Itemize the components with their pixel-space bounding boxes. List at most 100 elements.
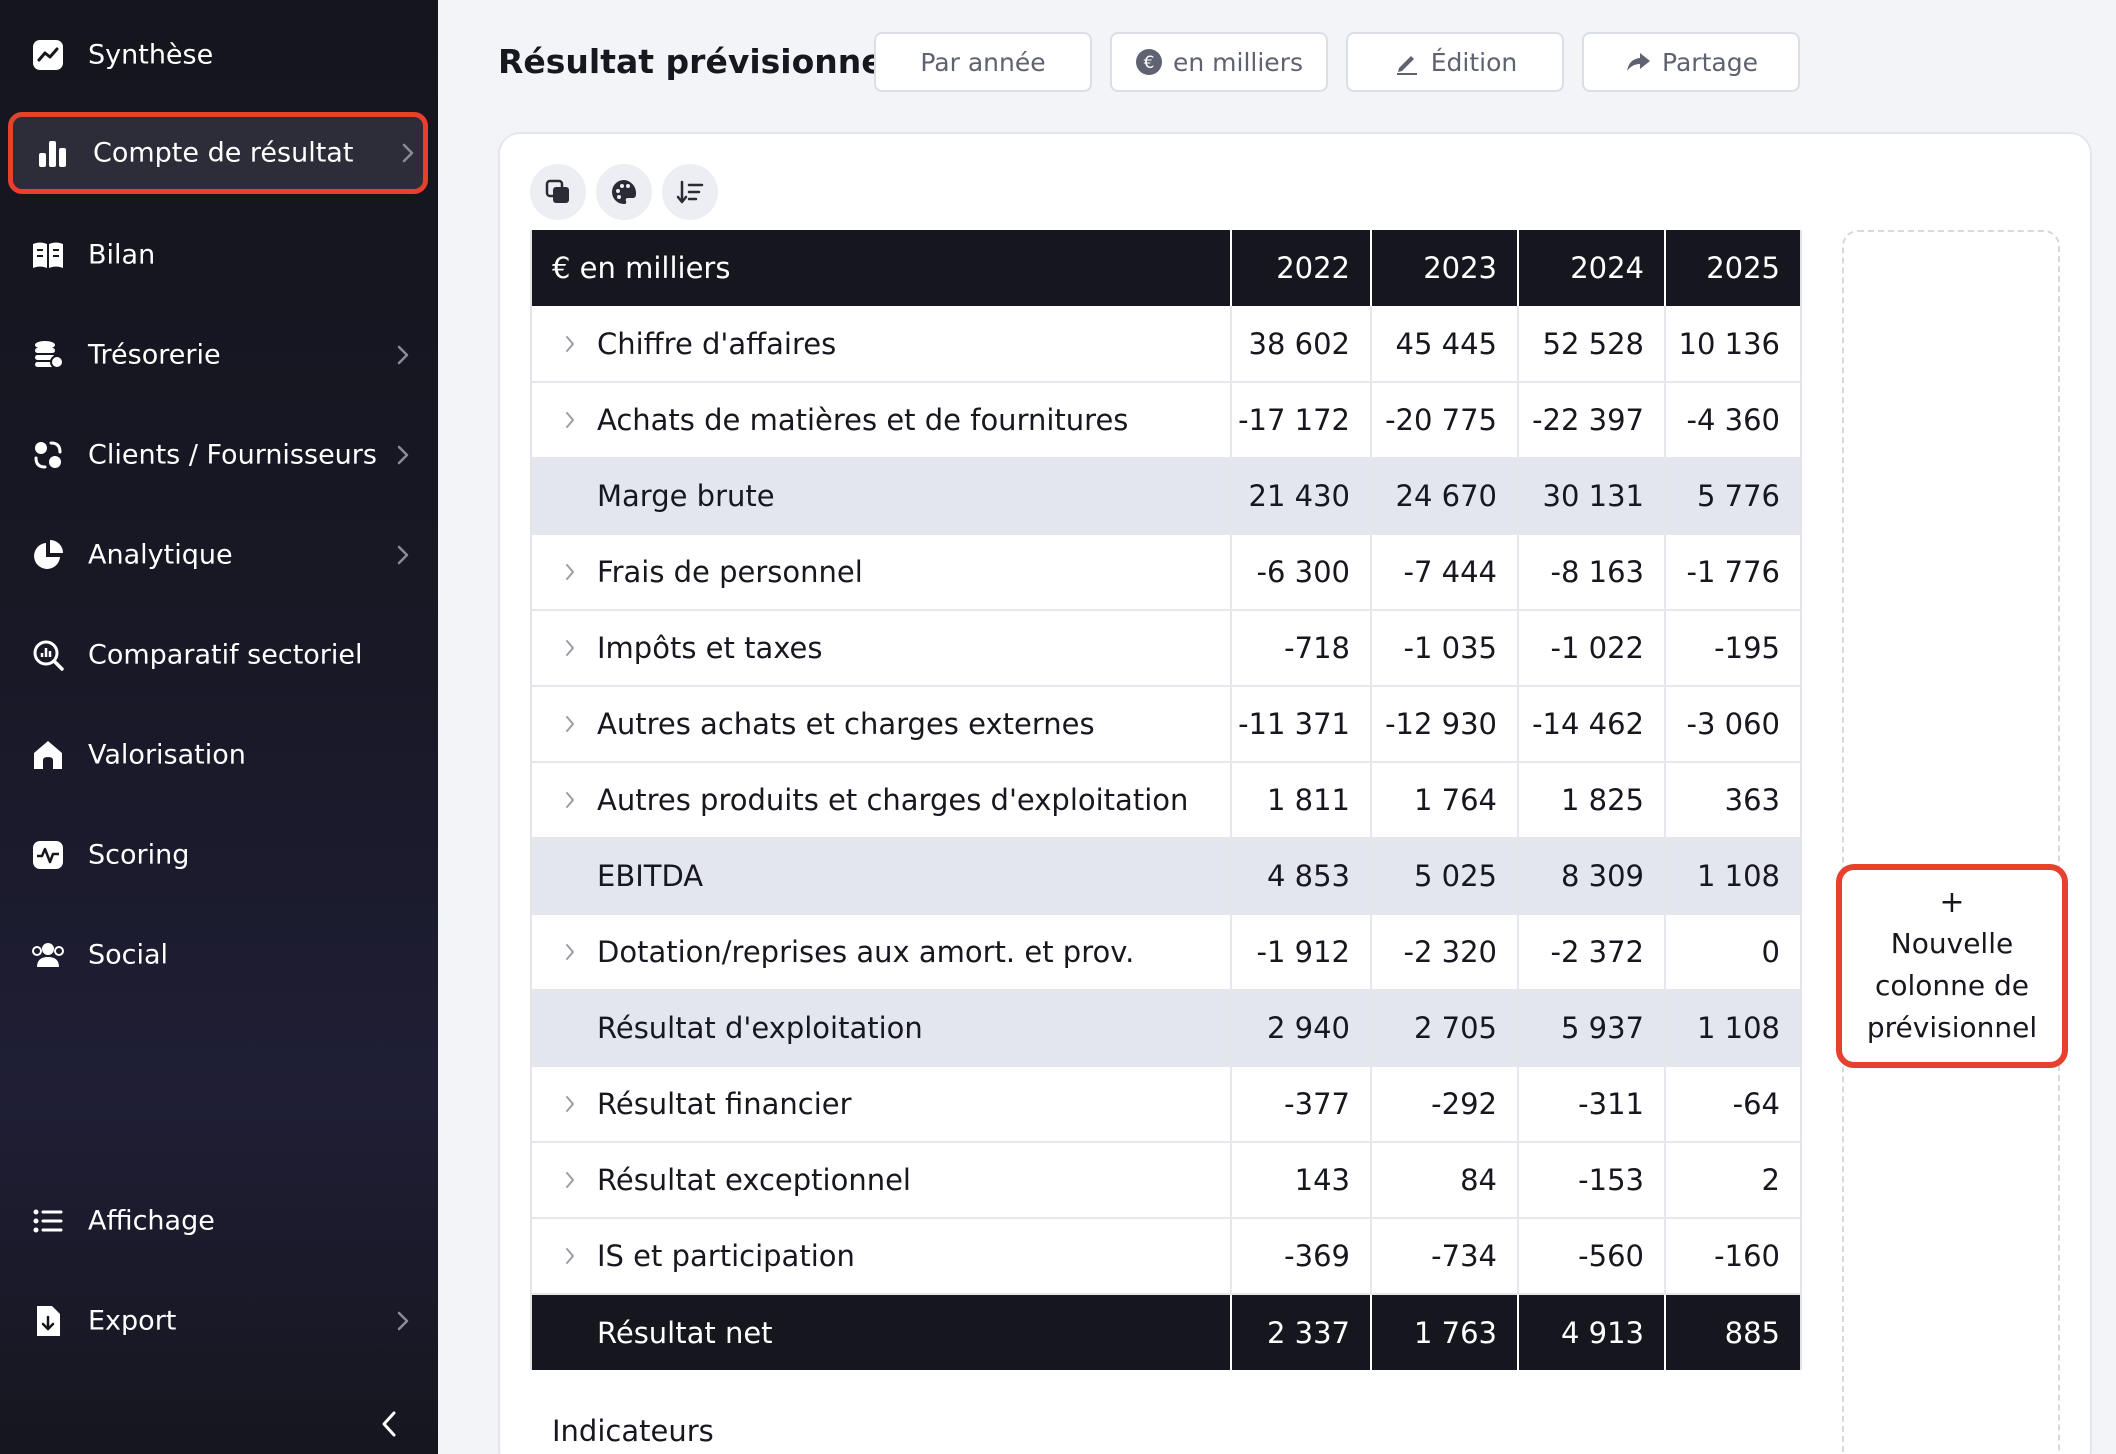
- value-cell: 0: [1664, 914, 1801, 991]
- sidebar-item-label: Bilan: [88, 239, 156, 271]
- value-cell: -2 320: [1370, 914, 1518, 991]
- expand-chevron-icon[interactable]: [564, 1093, 576, 1115]
- sidebar-item-clients-fournisseurs[interactable]: Clients / Fournisseurs: [0, 415, 438, 495]
- sidebar-item-bilan[interactable]: Bilan: [0, 215, 438, 295]
- row-label: Achats de matières et de fournitures: [531, 382, 1231, 459]
- value-cell: -7 444: [1370, 534, 1518, 611]
- row-label: Dotation/reprises aux amort. et prov.: [531, 914, 1231, 991]
- table-row: Résultat net 2 337 1 763 4 913 885: [531, 1294, 1801, 1370]
- sidebar-item-analytique[interactable]: Analytique: [0, 515, 438, 595]
- sidebar-item-comparatif-sectoriel[interactable]: Comparatif sectoriel: [0, 615, 438, 695]
- value-cell: 1 825: [1517, 762, 1665, 839]
- table-header-row: € en milliers 2022 2023 2024 2025: [531, 230, 1801, 306]
- value-cell: -734: [1370, 1218, 1518, 1295]
- row-label: Autres achats et charges externes: [531, 686, 1231, 763]
- value-cell: -292: [1370, 1066, 1518, 1143]
- value-cell: 38 602: [1230, 306, 1371, 383]
- sidebar-item-scoring[interactable]: Scoring: [0, 815, 438, 895]
- expand-chevron-icon[interactable]: [564, 409, 576, 431]
- edit-button-label: Édition: [1430, 47, 1518, 77]
- chevron-right-icon: [397, 445, 409, 465]
- sidebar-item-export[interactable]: Export: [0, 1281, 438, 1361]
- row-label: Résultat exceptionnel: [531, 1142, 1231, 1219]
- value-cell: 8 309: [1517, 838, 1665, 915]
- row-label-text: Résultat financier: [597, 1087, 852, 1121]
- sidebar-item-affichage[interactable]: Affichage: [0, 1181, 438, 1261]
- chevron-right-icon: [397, 1311, 409, 1331]
- table-row[interactable]: Autres produits et charges d'exploitatio…: [531, 762, 1801, 839]
- row-label: Impôts et taxes: [531, 610, 1231, 687]
- unit-button[interactable]: € en milliers: [1110, 32, 1328, 92]
- row-label-text: Marge brute: [597, 479, 775, 513]
- expand-chevron-icon[interactable]: [564, 713, 576, 735]
- table-row[interactable]: Résultat financier -377 -292 -311 -64: [531, 1066, 1801, 1143]
- period-button[interactable]: Par année: [874, 32, 1092, 92]
- copy-button[interactable]: [530, 164, 586, 220]
- value-cell: 5 776: [1664, 458, 1801, 535]
- table-row[interactable]: Dotation/reprises aux amort. et prov. -1 …: [531, 914, 1801, 991]
- sort-button[interactable]: [662, 164, 718, 220]
- row-label: Résultat net: [531, 1294, 1231, 1370]
- chevron-right-icon: [402, 143, 414, 163]
- table-row[interactable]: Chiffre d'affaires 38 602 45 445 52 528 10 1…: [531, 306, 1801, 383]
- table-row[interactable]: Résultat exceptionnel 143 84 -153 2: [531, 1142, 1801, 1219]
- expand-chevron-icon[interactable]: [564, 1169, 576, 1191]
- expand-chevron-icon[interactable]: [564, 333, 576, 355]
- sidebar-item-label: Social: [88, 939, 169, 971]
- sidebar-item-synthese[interactable]: Synthèse: [0, 15, 438, 95]
- table-row[interactable]: IS et participation -369 -734 -560 -160: [531, 1218, 1801, 1295]
- sidebar-item-valorisation[interactable]: Valorisation: [0, 715, 438, 795]
- value-cell: 2 337: [1230, 1294, 1371, 1370]
- palette-icon: [612, 180, 637, 204]
- year-header[interactable]: 2023: [1370, 230, 1518, 306]
- value-cell: -369: [1230, 1218, 1371, 1295]
- row-label-text: IS et participation: [597, 1239, 855, 1273]
- value-cell: 21 430: [1230, 458, 1371, 535]
- edit-button[interactable]: Édition: [1346, 32, 1564, 92]
- income-statement-table: € en milliers 2022 2023 2024 2025 Chiffr…: [530, 230, 1802, 1370]
- value-cell: -3 060: [1664, 686, 1801, 763]
- chevron-right-icon: [397, 545, 409, 565]
- year-header[interactable]: 2022: [1230, 230, 1371, 306]
- value-cell: -1 022: [1517, 610, 1665, 687]
- table-row[interactable]: Frais de personnel -6 300 -7 444 -8 163 -1 7…: [531, 534, 1801, 611]
- sidebar-item-tresorerie[interactable]: Trésorerie: [0, 315, 438, 395]
- expand-chevron-icon[interactable]: [564, 941, 576, 963]
- value-cell: 1 108: [1664, 838, 1801, 915]
- row-label-text: Achats de matières et de fournitures: [597, 403, 1129, 437]
- palette-button[interactable]: [596, 164, 652, 220]
- value-cell: 2 705: [1370, 990, 1518, 1067]
- page-title: Résultat prévisionnel: [498, 42, 895, 81]
- table-row: Résultat d'exploitation 2 940 2 705 5 937 1 …: [531, 990, 1801, 1067]
- expand-chevron-icon[interactable]: [564, 561, 576, 583]
- value-cell: 2: [1664, 1142, 1801, 1219]
- share-button[interactable]: Partage: [1582, 32, 1800, 92]
- row-label: Autres produits et charges d'exploitatio…: [531, 762, 1231, 839]
- expand-chevron-icon[interactable]: [564, 637, 576, 659]
- value-cell: 4 913: [1517, 1294, 1665, 1370]
- year-header[interactable]: 2024: [1517, 230, 1665, 306]
- table-row[interactable]: Achats de matières et de fournitures -17 …: [531, 382, 1801, 459]
- sidebar-item-label: Analytique: [88, 539, 233, 571]
- row-label: Chiffre d'affaires: [531, 306, 1231, 383]
- value-cell: -718: [1230, 610, 1371, 687]
- sidebar-item-social[interactable]: Social: [0, 915, 438, 995]
- table-row[interactable]: Impôts et taxes -718 -1 035 -1 022 -195: [531, 610, 1801, 687]
- add-forecast-column-button[interactable]: + Nouvelle colonne de prévisionnel: [1836, 864, 2068, 1068]
- sidebar-item-label: Clients / Fournisseurs: [88, 439, 377, 471]
- value-cell: -6 300: [1230, 534, 1371, 611]
- value-cell: 10 136: [1664, 306, 1801, 383]
- chevron-left-icon[interactable]: [378, 1408, 400, 1440]
- value-cell: -20 775: [1370, 382, 1518, 459]
- value-cell: -311: [1517, 1066, 1665, 1143]
- year-header[interactable]: 2025: [1664, 230, 1801, 306]
- sidebar-item-compte-de-resultat[interactable]: Compte de résultat: [8, 112, 428, 194]
- row-label: IS et participation: [531, 1218, 1231, 1295]
- sidebar-item-label: Scoring: [88, 839, 190, 871]
- table-row[interactable]: Autres achats et charges externes -11 371…: [531, 686, 1801, 763]
- value-cell: -11 371: [1230, 686, 1371, 763]
- expand-chevron-icon[interactable]: [564, 1245, 576, 1267]
- expand-chevron-icon[interactable]: [564, 789, 576, 811]
- book-icon: [30, 237, 66, 273]
- value-cell: 52 528: [1517, 306, 1665, 383]
